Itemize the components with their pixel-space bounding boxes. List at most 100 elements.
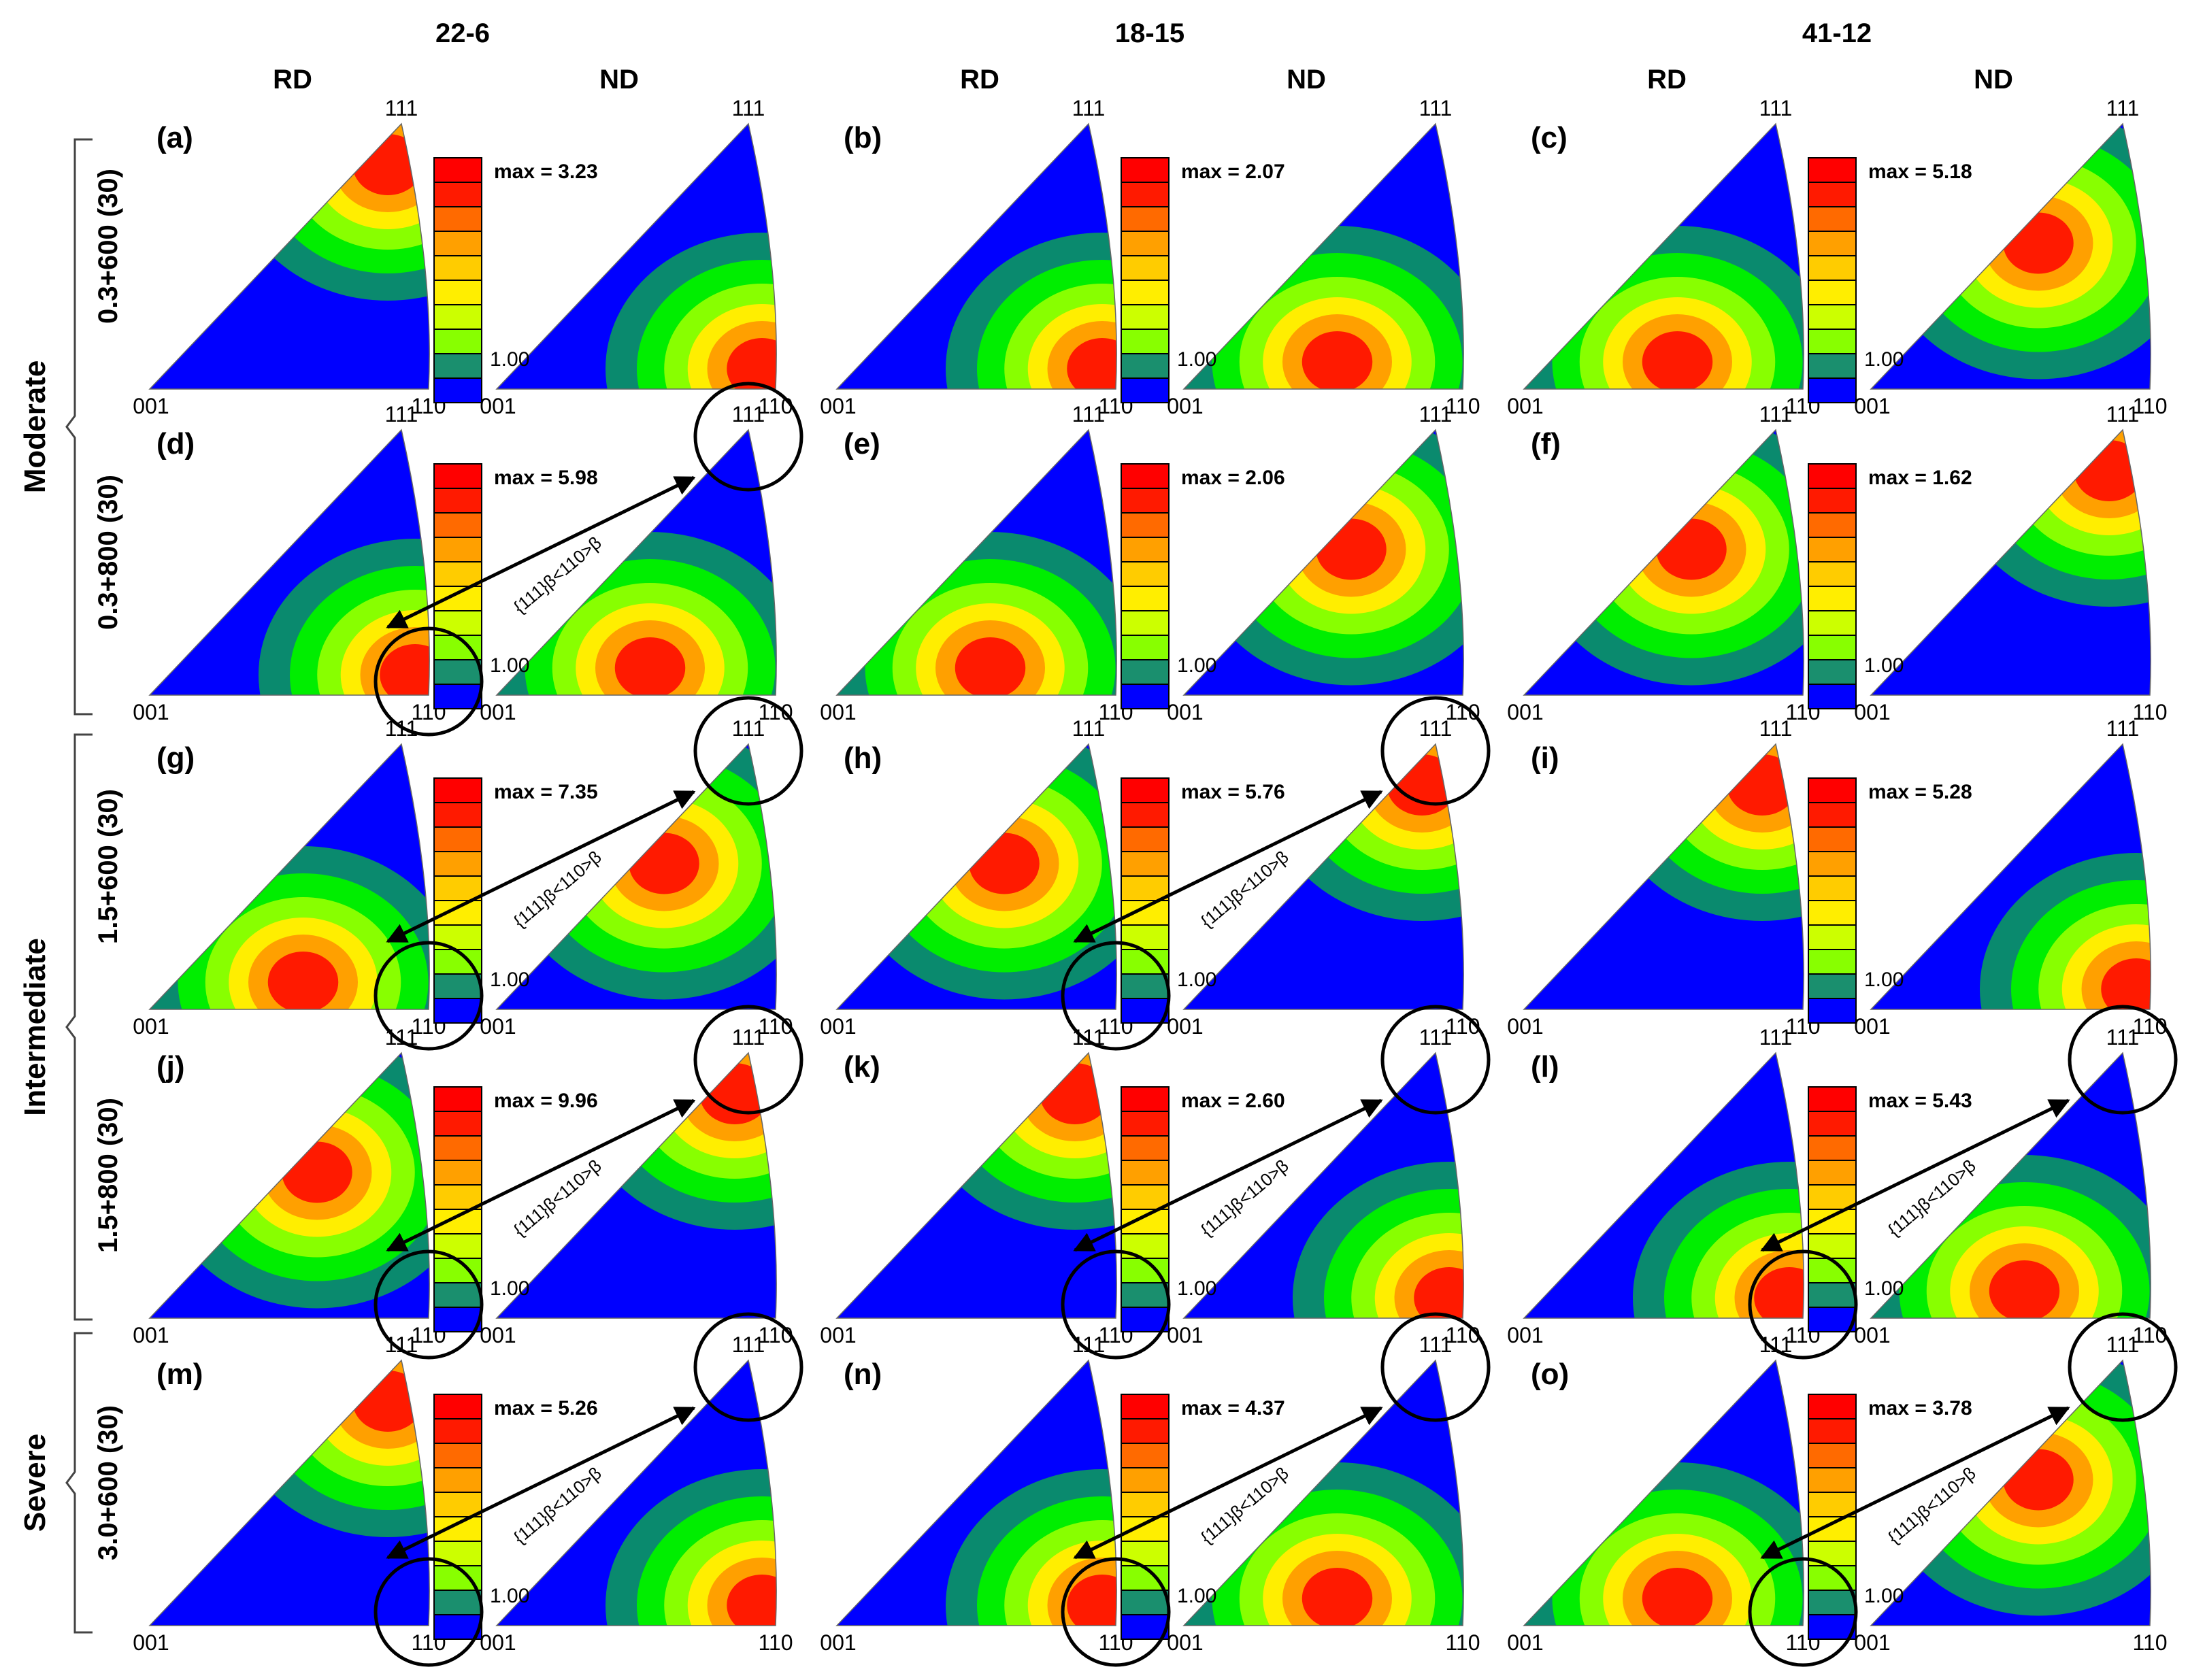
ipf-outline <box>1523 429 1804 696</box>
relation-arrow <box>386 1406 696 1560</box>
ipf-outline <box>495 1359 777 1626</box>
colorbar-segment <box>1808 802 1857 828</box>
colorbar-segment <box>1808 329 1857 354</box>
panel-label: (f) <box>1531 427 1561 460</box>
colorbar-segment <box>1808 1516 1857 1542</box>
ipf-outline <box>1870 1052 2151 1319</box>
colorbar-segment <box>433 1590 482 1615</box>
max-value: max = 3.23 <box>494 161 598 183</box>
pole-label-001: 001 <box>1854 1014 1890 1039</box>
scale-min-label: 1.00 <box>490 654 529 677</box>
scale-min-label: 1.00 <box>1177 1585 1216 1607</box>
max-value: max = 5.98 <box>494 467 598 489</box>
colorbar-segment <box>1808 377 1857 403</box>
panel-label: (d) <box>156 427 195 460</box>
ipf-nd <box>1184 430 1464 695</box>
relation-arrow <box>386 790 696 943</box>
colorbar-segment <box>1121 1418 1170 1444</box>
panel-label: (c) <box>1531 121 1568 154</box>
colorbar-segment <box>1808 537 1857 562</box>
colorbar-segment <box>1121 561 1170 587</box>
intensity-contour <box>1067 338 1117 389</box>
colorbar-segment <box>433 463 482 489</box>
colorbar-segment <box>433 1135 482 1161</box>
colorbar-segment <box>433 1209 482 1234</box>
condition-label: 0.3+800 (30) <box>93 475 123 630</box>
colorbar-segment <box>433 826 482 852</box>
colorbar-segment <box>1808 1418 1857 1444</box>
colorbar-segment <box>1121 684 1170 709</box>
direction-header: ND <box>599 65 639 95</box>
pole-label-111: 111 <box>1419 96 1453 120</box>
pole-label-111: 111 <box>1072 1025 1106 1049</box>
colorbar-segment <box>433 998 482 1024</box>
pole-label-110: 110 <box>758 1014 793 1039</box>
severity-bracket <box>65 138 93 716</box>
colorbar-segment <box>1121 1282 1170 1308</box>
intensity-contour <box>614 637 686 695</box>
pole-label-110: 110 <box>1445 1630 1480 1655</box>
panel-label: (g) <box>156 741 195 775</box>
colorbar-segment <box>433 512 482 538</box>
colorbar-segment <box>1121 851 1170 877</box>
pole-110-circle <box>374 1249 484 1360</box>
colorbar-segment <box>1808 1184 1857 1210</box>
colorbar-segment <box>1121 900 1170 926</box>
pole-label-111: 111 <box>732 402 765 426</box>
pole-110-circle <box>374 626 484 737</box>
colorbar-segment <box>1808 659 1857 685</box>
pole-label-001: 001 <box>133 1630 169 1655</box>
ipf-outline <box>1523 743 1804 1010</box>
pole-111-circle <box>2068 1312 2178 1422</box>
colorbar-segment <box>1121 1492 1170 1517</box>
pole-110-circle <box>1061 941 1171 1051</box>
pole-label-111: 111 <box>385 1025 418 1049</box>
colorbar-segment <box>1808 463 1857 489</box>
intensity-contour <box>1989 1260 2060 1318</box>
colorbar-segment <box>433 1282 482 1308</box>
panel-label: (n) <box>844 1358 882 1391</box>
colorbar-segment <box>1808 304 1857 330</box>
intensity-contour <box>1316 518 1387 580</box>
pole-label-001: 001 <box>1507 1323 1543 1347</box>
colorbar-segment <box>433 353 482 379</box>
colorbar-segment <box>1808 826 1857 852</box>
pole-110-circle <box>1061 1249 1171 1360</box>
colorbar-segment <box>1121 1135 1170 1161</box>
colorbar-segment <box>1121 586 1170 611</box>
intensity-contour <box>1302 1568 1373 1626</box>
ipf-rd <box>837 744 1117 1009</box>
pole-label-001: 001 <box>1167 1323 1203 1347</box>
colorbar-segment <box>433 973 482 999</box>
condition-label: 1.5+600 (30) <box>93 789 123 944</box>
colorbar-segment <box>1808 635 1857 660</box>
pole-label-110: 110 <box>2132 1323 2167 1347</box>
intensity-contour <box>267 952 339 1009</box>
colorbar-segment <box>1808 1209 1857 1234</box>
max-value: max = 5.76 <box>1181 781 1285 803</box>
severity-bracket <box>65 1332 93 1634</box>
max-value: max = 2.07 <box>1181 161 1285 183</box>
pole-label-111: 111 <box>385 716 418 741</box>
row-side-labels: 0.3+600 (30) 0.3+800 (30) 1.5+600 (30) 1.5+… <box>18 138 123 1634</box>
ipf-outline <box>148 122 430 390</box>
relation-arrow <box>386 1098 696 1252</box>
scale-min-label: 1.00 <box>1864 969 1904 991</box>
pole-label-111: 111 <box>1419 716 1453 741</box>
intensity-contour <box>1656 518 1727 580</box>
ipf-outline <box>1870 429 2151 696</box>
pole-label-111: 111 <box>1759 1332 1793 1357</box>
direction-header: RD <box>273 65 312 95</box>
colorbar-segment <box>1121 973 1170 999</box>
intensity-contour <box>2101 958 2151 1009</box>
colorbar-segment <box>1121 157 1170 183</box>
colorbar-segment <box>433 802 482 828</box>
severity-label: Moderate <box>18 360 52 494</box>
colorbar-segment <box>1808 586 1857 611</box>
ipf-outline <box>1870 743 2151 1010</box>
